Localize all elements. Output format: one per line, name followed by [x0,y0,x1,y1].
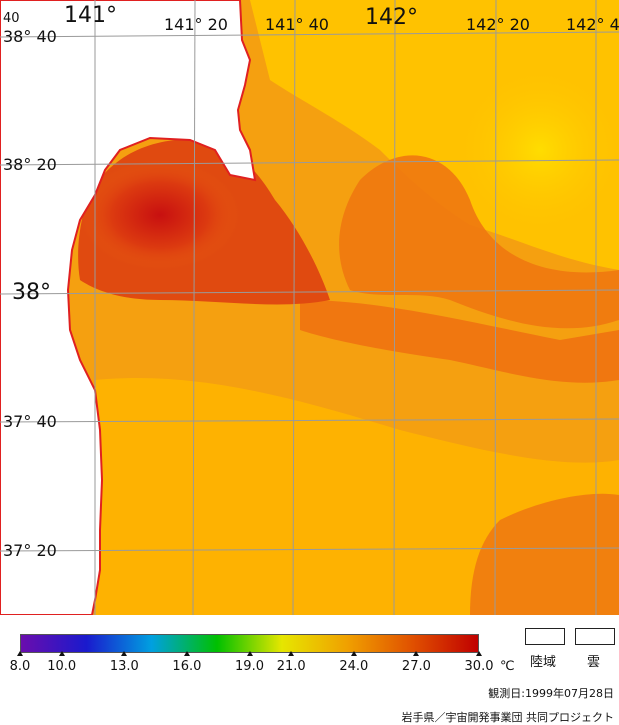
lon-label-142-00: 142° [365,5,418,30]
lon-label-141-40: 141° 40 [265,15,329,34]
tick-label: 16.0 [172,659,202,674]
tick-mark [413,651,420,656]
meridian-142-20 [494,0,497,615]
warm-patch-se [470,493,619,615]
unit-label: ℃ [500,659,515,674]
tick-label: 24.0 [339,659,369,674]
tick-label: 19.0 [235,659,264,674]
tick-mark [246,651,253,656]
lat-label-37-20: 37° 20 [3,541,57,560]
warm-core [80,160,240,270]
observation-date: 観測日:1999年07月28日 [488,687,614,700]
tick-label: 27.0 [401,659,431,674]
lat-label-38-40: 38° 40 [3,27,57,46]
graticule [0,0,619,615]
latitude-labels: 38° 40 38° 20 38° 37° 40 37° 20 [3,27,57,560]
tick-mark [476,651,482,656]
tick-label: 30.0 [464,659,494,674]
cool-eddy [450,60,619,240]
tick-label: 13.0 [109,659,139,674]
land-label: 陸域 [530,655,557,670]
legend: 8.0 10.0 13.0 16.0 19.0 21.0 24.0 27.0 30.0 ℃ 陸域… [0,615,619,725]
tick-mark [183,651,190,656]
lon-label-141-20: 141° 20 [164,15,228,34]
parallel-38-00 [0,289,619,295]
corner-label: 40 [3,11,20,26]
longitude-labels: 40 141° 141° 20 141° 40 142° 142° 20 142… [3,3,619,34]
tick-label: 10.0 [47,659,77,674]
parallel-37-40 [0,418,619,423]
lon-label-141-00: 141° [64,3,117,28]
tick-mark [350,651,357,656]
lon-label-142-20: 142° 20 [466,15,530,34]
warm-band [300,300,619,383]
lat-label-37-40: 37° 40 [3,412,57,431]
land [0,0,257,615]
meridian-141-20 [192,0,196,615]
tick-mark [17,651,23,656]
lat-label-38-00: 38° [12,280,51,305]
land-swatch [525,628,565,645]
tick-mark [58,651,65,656]
tick-label: 8.0 [9,659,31,674]
lat-label-38-20: 38° 20 [3,155,57,174]
tick-mark [121,651,128,656]
parallel-37-20 [0,547,619,552]
meridian-142-00 [393,0,396,615]
tick-mark [288,651,295,656]
credit-text: 岩手県／宇宙開発事業団 共同プロジェクト [401,711,615,724]
tick-label: 21.0 [276,659,306,674]
sst-map: 40 141° 141° 20 141° 40 142° 142° 20 142… [0,0,619,615]
parallel-38-20 [0,159,619,166]
parallel-38-40 [0,31,619,38]
cloud-swatch [575,628,615,645]
meridian-141-40 [292,0,296,615]
lon-label-142-40: 142° 4 [566,15,619,34]
warm-tongue [339,155,619,329]
cloud-label: 雲 [587,655,601,670]
